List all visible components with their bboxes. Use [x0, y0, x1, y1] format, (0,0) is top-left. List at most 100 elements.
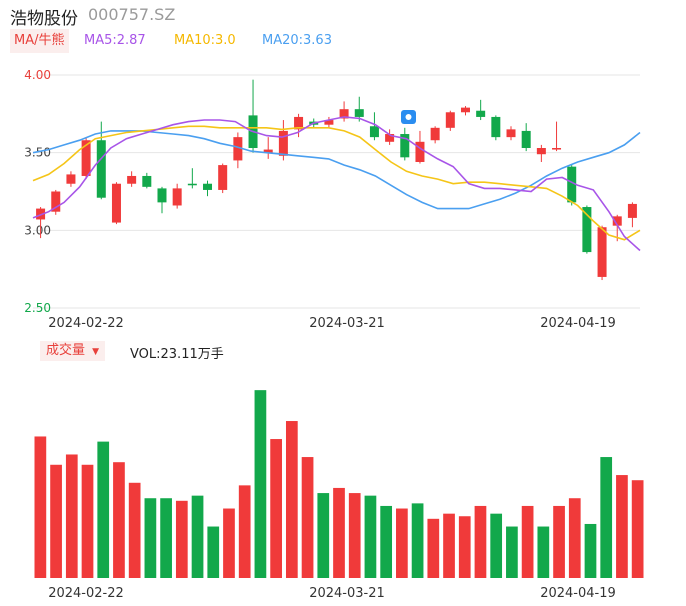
- candle-body: [111, 183, 121, 223]
- ma5-value: MA5:2.87: [84, 33, 146, 48]
- volume-bar: [506, 526, 518, 578]
- volume-value: VOL:23.11万手: [130, 347, 224, 362]
- candle-body: [66, 174, 76, 184]
- price-date-label: 2024-02-22: [48, 316, 124, 331]
- candle-body: [324, 120, 334, 125]
- volume-bar: [600, 457, 613, 578]
- price-date-label: 2024-03-21: [309, 316, 385, 331]
- candle-body: [567, 166, 577, 203]
- candle-body: [233, 137, 243, 161]
- candle-body: [536, 148, 546, 155]
- volume-bar: [616, 475, 628, 578]
- candle-body: [476, 110, 486, 117]
- volume-bar: [238, 485, 251, 578]
- candle-body: [491, 116, 501, 138]
- volume-bar: [175, 500, 188, 578]
- candle-body: [172, 188, 182, 206]
- stock-name: 浩物股份: [10, 9, 78, 29]
- candle-body: [521, 130, 531, 149]
- volume-bar: [270, 439, 282, 578]
- volume-bar: [411, 503, 424, 578]
- candle-body: [51, 191, 61, 212]
- volume-bar: [427, 518, 440, 578]
- volume-bar: [584, 523, 597, 578]
- volume-bar: [144, 498, 157, 578]
- ma10-line: [32, 125, 641, 241]
- news-marker-icon[interactable]: [401, 110, 416, 124]
- price-tick-label: 4.00: [24, 68, 51, 82]
- volume-bar: [50, 464, 62, 578]
- candle-body: [506, 129, 516, 138]
- ma20-value: MA20:3.63: [262, 33, 332, 48]
- candle-body: [157, 188, 167, 203]
- volume-bar: [65, 454, 78, 578]
- candle-body: [430, 127, 440, 141]
- volume-bar: [364, 495, 377, 578]
- volume-bar: [301, 457, 314, 578]
- candle-body: [385, 134, 395, 142]
- candle-body: [597, 227, 607, 277]
- candle-body: [36, 208, 46, 220]
- candle-body: [263, 149, 273, 153]
- volume-bar: [396, 508, 408, 578]
- volume-bar: [128, 482, 141, 578]
- volume-bar: [380, 505, 393, 578]
- volume-bar: [160, 498, 172, 578]
- volume-indicator-selector[interactable]: 成交量 ▼: [40, 341, 106, 361]
- candle-body: [339, 109, 349, 119]
- candle-body: [218, 165, 228, 190]
- volume-bar: [568, 498, 581, 578]
- volume-bar: [223, 508, 235, 578]
- candle-body: [582, 207, 592, 253]
- volume-bar: [97, 441, 110, 578]
- candle-body: [142, 175, 152, 187]
- candle-body: [187, 183, 197, 186]
- volume-bar: [443, 513, 455, 578]
- candle-body: [96, 140, 106, 198]
- volume-bar: [553, 505, 565, 578]
- stock-code: 000757.SZ: [88, 5, 176, 24]
- ma5-line: [32, 116, 641, 252]
- ma20-line: [32, 130, 641, 210]
- volume-bar: [474, 505, 487, 578]
- price-tick-label: 3.50: [24, 146, 51, 160]
- candle-body: [612, 216, 622, 226]
- candle-body: [460, 107, 470, 113]
- candle-body: [278, 130, 288, 156]
- price-tick-label: 3.00: [24, 223, 51, 237]
- volume-date-label: 2024-02-22: [48, 586, 124, 601]
- volume-date-label: 2024-04-19: [540, 586, 616, 601]
- volume-bar: [537, 526, 550, 578]
- volume-bar: [521, 505, 534, 578]
- candle-body: [400, 134, 410, 158]
- ma10-value: MA10:3.0: [174, 33, 236, 48]
- volume-bar: [348, 493, 361, 578]
- candle-body: [415, 141, 425, 162]
- volume-bar: [113, 462, 125, 578]
- volume-bar: [254, 390, 267, 578]
- price-tick-label: 2.50: [24, 301, 51, 315]
- volume-bar: [81, 464, 94, 578]
- volume-bar: [631, 480, 644, 578]
- candle-body: [294, 116, 304, 130]
- candle-body: [552, 148, 562, 150]
- candle-body: [127, 175, 137, 184]
- volume-bar: [191, 495, 204, 578]
- volume-date-label: 2024-03-21: [309, 586, 385, 601]
- dropdown-triangle-icon: ▼: [92, 347, 100, 357]
- volume-bar: [333, 487, 345, 578]
- volume-bar: [285, 421, 298, 578]
- news-marker-icon-dot: [405, 114, 412, 120]
- candle-body: [627, 203, 637, 218]
- candle-body: [445, 112, 455, 128]
- candle-body: [81, 140, 91, 176]
- volume-bar: [458, 516, 471, 578]
- volume-bar: [490, 513, 503, 578]
- ma-indicator-selector[interactable]: MA/牛熊: [10, 29, 69, 53]
- volume-bar: [207, 526, 220, 578]
- volume-indicator-label: 成交量: [46, 343, 86, 358]
- candle-body: [369, 126, 379, 138]
- price-date-label: 2024-04-19: [540, 316, 616, 331]
- volume-bar: [317, 493, 330, 578]
